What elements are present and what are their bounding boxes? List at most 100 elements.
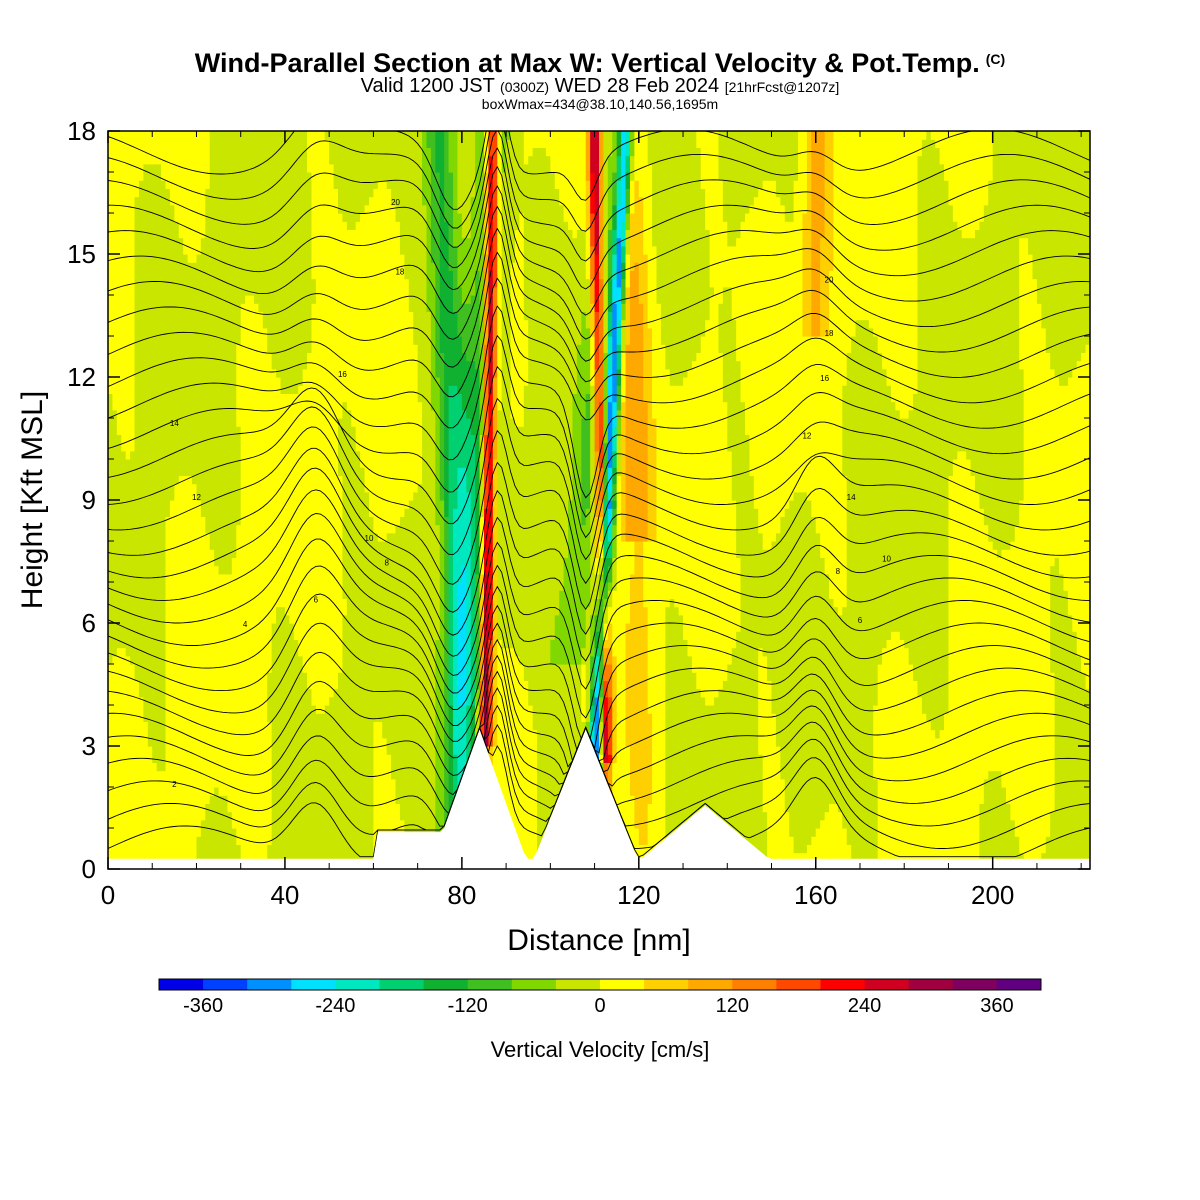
heatmap-cell (179, 426, 184, 435)
heatmap-cell (135, 459, 140, 468)
heatmap-cell (143, 246, 148, 255)
heatmap-cell (121, 525, 126, 534)
heatmap-cell (143, 221, 148, 230)
heatmap-cell (174, 262, 179, 271)
heatmap-cell (183, 533, 188, 542)
heatmap-cell (143, 385, 148, 394)
heatmap-cell (148, 820, 153, 829)
heatmap-cell (143, 131, 148, 140)
heatmap-cell (143, 812, 148, 821)
heatmap-cell (108, 221, 113, 230)
heatmap-cell (152, 197, 157, 206)
heatmap-cell (157, 508, 162, 517)
heatmap-cell (183, 295, 188, 304)
heatmap-cell (188, 656, 193, 665)
heatmap-cell (126, 459, 131, 468)
heatmap-cell (108, 672, 113, 681)
heatmap-cell (152, 508, 157, 517)
heatmap-cell (135, 377, 140, 386)
heatmap-cell (126, 279, 131, 288)
heatmap-cell (139, 500, 144, 509)
heatmap-cell (108, 721, 113, 730)
heatmap-cell (135, 598, 140, 607)
heatmap-cell (161, 803, 166, 812)
heatmap-cell (166, 771, 171, 780)
heatmap-cell (157, 771, 162, 780)
heatmap-cell (126, 385, 131, 394)
heatmap-cell (139, 328, 144, 337)
heatmap-cell (148, 295, 153, 304)
heatmap-cell (170, 287, 175, 296)
heatmap-cell (130, 484, 135, 493)
heatmap-cell (135, 730, 140, 739)
heatmap-cell (183, 672, 188, 681)
heatmap-cell (152, 246, 157, 255)
heatmap-cell (157, 779, 162, 788)
heatmap-cell (108, 467, 113, 476)
heatmap-cell (139, 664, 144, 673)
heatmap-cell (170, 631, 175, 640)
heatmap-cell (130, 418, 135, 427)
heatmap-cell (179, 402, 184, 411)
heatmap-cell (166, 680, 171, 689)
heatmap-cell (157, 369, 162, 378)
heatmap-cell (108, 508, 113, 517)
heatmap-cell (157, 164, 162, 173)
heatmap-cell (112, 795, 117, 804)
heatmap-cell (157, 836, 162, 845)
heatmap-cell (139, 689, 144, 698)
heatmap-cell (135, 746, 140, 755)
heatmap-cell (126, 320, 131, 329)
heatmap-cell (161, 680, 166, 689)
heatmap-cell (161, 730, 166, 739)
heatmap-cell (139, 131, 144, 140)
heatmap-cell (139, 771, 144, 780)
heatmap-cell (161, 648, 166, 657)
heatmap-cell (126, 828, 131, 837)
heatmap-cell (166, 352, 171, 361)
heatmap-cell (148, 689, 153, 698)
heatmap-cell (148, 795, 153, 804)
heatmap-cell (130, 746, 135, 755)
heatmap-cell (121, 426, 126, 435)
heatmap-cell (130, 533, 135, 542)
heatmap-cell (130, 246, 135, 255)
heatmap-cell (130, 566, 135, 575)
heatmap-cell (188, 844, 193, 853)
heatmap-cell (112, 779, 117, 788)
heatmap-cell (135, 721, 140, 730)
heatmap-cell (174, 803, 179, 812)
heatmap-cell (174, 402, 179, 411)
heatmap-cell (143, 689, 148, 698)
heatmap-cell (139, 221, 144, 230)
heatmap-cell (130, 615, 135, 624)
heatmap-cell (161, 270, 166, 279)
heatmap-cell (148, 451, 153, 460)
heatmap-cell (179, 311, 184, 320)
heatmap-cell (112, 639, 117, 648)
heatmap-cell (174, 320, 179, 329)
heatmap-cell (143, 451, 148, 460)
heatmap-cell (179, 689, 184, 698)
heatmap-cell (148, 410, 153, 419)
heatmap-cell (126, 303, 131, 312)
heatmap-cell (152, 443, 157, 452)
heatmap-cell (126, 484, 131, 493)
heatmap-cell (152, 533, 157, 542)
heatmap-cell (188, 344, 193, 353)
heatmap-cell (170, 697, 175, 706)
heatmap-cell (126, 221, 131, 230)
heatmap-cell (139, 377, 144, 386)
heatmap-cell (183, 147, 188, 156)
heatmap-cell (152, 557, 157, 566)
heatmap-cell (161, 607, 166, 616)
heatmap-cell (166, 410, 171, 419)
heatmap-cell (121, 705, 126, 714)
heatmap-cell (152, 180, 157, 189)
heatmap-cell (179, 598, 184, 607)
heatmap-cell (148, 393, 153, 402)
heatmap-cell (157, 246, 162, 255)
heatmap-cell (161, 508, 166, 517)
heatmap-cell (117, 533, 122, 542)
heatmap-cell (117, 820, 122, 829)
